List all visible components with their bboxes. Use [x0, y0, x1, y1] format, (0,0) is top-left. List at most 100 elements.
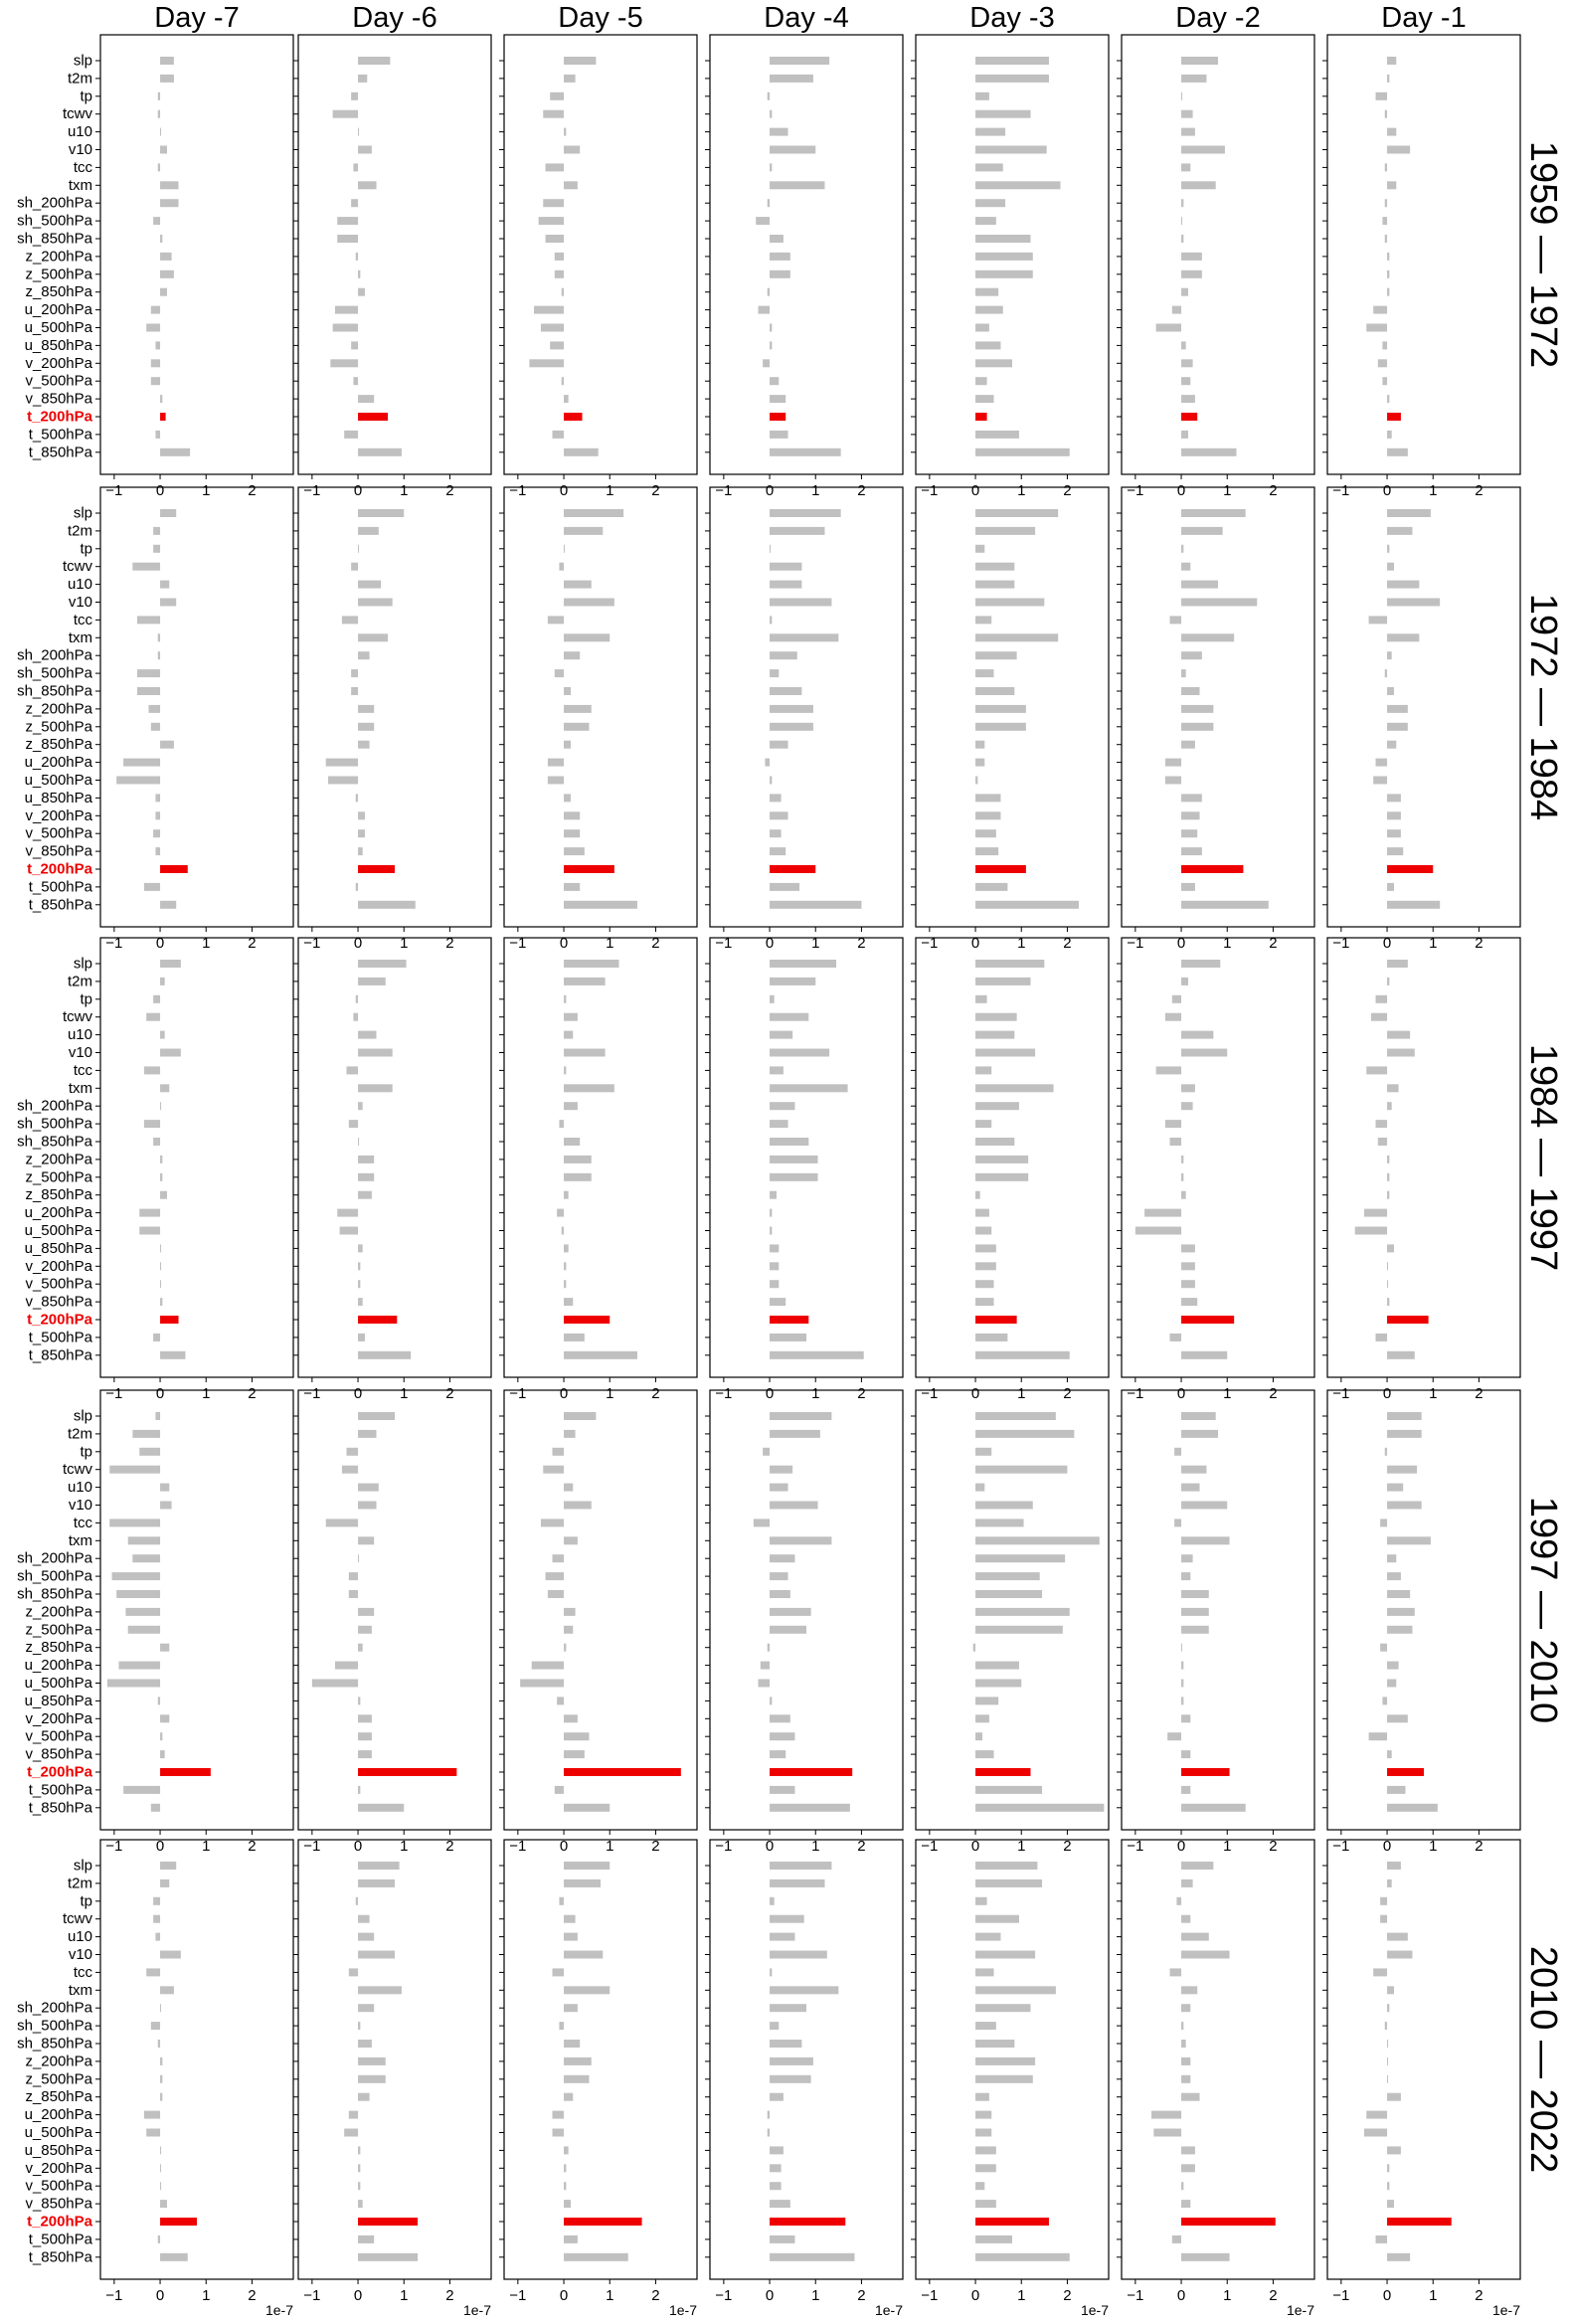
y-label-sh_200hPa: sh_200hPa	[17, 2000, 93, 2017]
bar-t_850hPa	[564, 900, 637, 909]
bar-txm	[975, 633, 1059, 642]
panel-frame	[915, 937, 1110, 1378]
x-tick-label: 1	[606, 482, 613, 499]
bar-sh_200hPa	[770, 651, 797, 660]
x-tick-label: 0	[766, 482, 774, 499]
bar-z_500hPa	[1181, 269, 1202, 278]
bar-z_200hPa	[1181, 252, 1202, 261]
bar-sh_850hPa	[564, 687, 571, 695]
bar-v_200hPa	[1181, 811, 1200, 820]
bar-txm	[564, 633, 610, 642]
x-tick-label: 0	[1383, 1385, 1391, 1402]
x-tick-label: 1	[1429, 1385, 1437, 1402]
bar-v_850hPa	[1181, 1750, 1191, 1759]
bar-u_850hPa	[770, 2146, 784, 2155]
bar-u_500hPa	[561, 1226, 565, 1235]
bar-t_500hPa	[123, 1785, 161, 1794]
x-tick-label: 1	[1223, 935, 1231, 952]
y-label-z_200hPa: z_200hPa	[25, 700, 92, 717]
x-tick-label: 2	[857, 482, 865, 499]
panel-frame	[709, 1389, 904, 1831]
bar-slp	[564, 1412, 597, 1420]
bar-v_850hPa	[155, 847, 161, 856]
bar-v_500hPa	[160, 1732, 163, 1741]
y-label-v_500hPa: v_500hPa	[25, 373, 92, 390]
bar-t_200hPa	[358, 413, 389, 421]
y-label-t2m: t2m	[68, 1425, 92, 1442]
panel-frame	[1326, 486, 1521, 928]
bar-sh_500hPa	[770, 1572, 788, 1581]
bar-v_500hPa	[358, 2182, 361, 2191]
y-label-v10: v10	[69, 1497, 92, 1514]
x-tick-label: 0	[1177, 935, 1185, 952]
x-tick-label: 1	[1017, 2287, 1025, 2304]
bar-u_850hPa	[358, 1244, 363, 1253]
bar-tcwv	[975, 562, 1015, 571]
x-tick-label: 1	[1017, 1385, 1025, 1402]
bar-z_850hPa	[1181, 287, 1188, 296]
bar-v10	[160, 1950, 181, 1959]
bar-t_500hPa	[1375, 1333, 1388, 1341]
y-label-u10: u10	[68, 576, 92, 593]
bar-t_200hPa	[160, 413, 166, 421]
bar-t2m	[358, 1878, 395, 1887]
bar-z_200hPa	[1181, 704, 1214, 713]
y-label-u_200hPa: u_200hPa	[25, 301, 93, 318]
bar-t_850hPa	[975, 2252, 1070, 2261]
bar-sh_500hPa	[975, 669, 994, 678]
bar-t_500hPa	[975, 2235, 1012, 2243]
bar-v_200hPa	[1387, 2164, 1390, 2173]
x-tick-label: 2	[651, 482, 659, 499]
y-label-v10: v10	[69, 1946, 92, 1963]
bar-slp	[975, 509, 1059, 517]
x-scale-label: 1e-7	[265, 2302, 293, 2318]
bar-z_200hPa	[975, 704, 1026, 713]
bar-z_200hPa	[1181, 1607, 1209, 1616]
bar-tp	[975, 91, 989, 100]
bar-v_500hPa	[358, 829, 365, 838]
x-tick-label: −1	[1127, 1385, 1143, 1402]
bar-txm	[358, 1536, 375, 1545]
bar-v10	[1387, 1501, 1422, 1510]
bar-u_850hPa	[1181, 341, 1186, 350]
panel-frame	[915, 486, 1110, 928]
bar-slp	[1387, 57, 1397, 65]
bar-tp	[351, 91, 359, 100]
bar-u10	[1181, 580, 1218, 589]
bar-t_850hPa	[1387, 1350, 1415, 1359]
x-tick-label: 2	[651, 935, 659, 952]
bar-t_200hPa	[1181, 1768, 1230, 1776]
bar-u10	[358, 1030, 377, 1039]
panel-frame	[915, 1389, 1110, 1831]
bar-z_500hPa	[564, 1172, 592, 1181]
y-label-t_850hPa: t_850hPa	[29, 896, 93, 913]
bar-tp	[975, 1896, 987, 1905]
bar-z_850hPa	[1181, 740, 1195, 749]
bar-v10	[564, 598, 614, 607]
bar-t_850hPa	[1181, 1350, 1228, 1359]
bar-v10	[770, 1048, 830, 1057]
bar-sh_500hPa	[348, 1120, 359, 1129]
bar-v_850hPa	[1181, 395, 1195, 404]
bar-tcc	[136, 616, 161, 625]
panel-r0-c1: −1 0 1 2	[293, 34, 492, 499]
bar-z_850hPa	[564, 740, 571, 749]
y-label-z_850hPa: z_850hPa	[25, 1186, 92, 1203]
bar-sh_850hPa	[351, 687, 359, 695]
bar-u_200hPa	[348, 2110, 359, 2119]
bar-t_200hPa	[770, 413, 786, 421]
bar-v_500hPa	[564, 829, 581, 838]
x-tick-label: 2	[1475, 935, 1482, 952]
y-label-sh_850hPa: sh_850hPa	[17, 231, 93, 248]
x-tick-label: 1	[202, 935, 210, 952]
panel-r0-c2: −1 0 1 2	[499, 34, 698, 499]
y-label-u_850hPa: u_850hPa	[25, 1240, 93, 1257]
bar-slp	[770, 960, 837, 968]
y-label-v_500hPa: v_500hPa	[25, 825, 92, 842]
bar-z_500hPa	[975, 1172, 1029, 1181]
row-title-4: 2010 — 2022	[1522, 1946, 1564, 2173]
bar-v10	[358, 1501, 377, 1510]
bar-tcwv	[1181, 562, 1191, 571]
column-title-2: Day -5	[558, 2, 642, 34]
bar-t_500hPa	[1181, 430, 1188, 439]
